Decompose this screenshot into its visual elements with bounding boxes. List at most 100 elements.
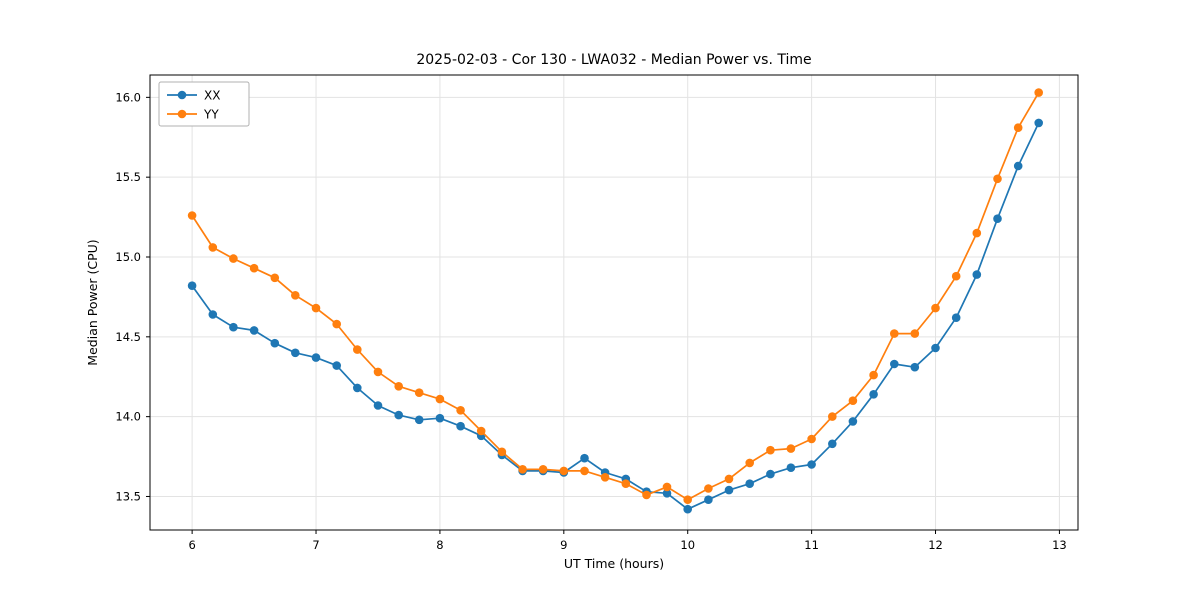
data-point-YY xyxy=(931,303,940,313)
data-point-YY xyxy=(869,370,878,380)
data-point-XX xyxy=(848,417,858,426)
data-point-YY xyxy=(766,445,775,455)
data-point-XX xyxy=(931,343,940,353)
data-point-XX xyxy=(766,469,775,479)
legend-label: YY xyxy=(203,108,219,122)
data-point-XX xyxy=(745,479,754,489)
data-point-YY xyxy=(972,228,982,238)
data-point-YY xyxy=(993,174,1002,184)
data-point-XX xyxy=(291,348,300,358)
data-point-YY xyxy=(291,291,300,300)
legend-label: XX xyxy=(204,89,220,103)
legend-marker-XX xyxy=(177,90,187,100)
data-point-YY xyxy=(187,211,197,220)
data-point-YY xyxy=(1013,123,1023,132)
x-tick-label: 6 xyxy=(188,538,195,552)
y-tick-label: 14.5 xyxy=(115,330,141,344)
data-point-YY xyxy=(456,406,465,415)
data-point-XX xyxy=(1013,161,1023,171)
data-point-XX xyxy=(951,313,961,323)
data-point-XX xyxy=(332,361,342,370)
data-point-XX xyxy=(972,270,982,279)
data-point-YY xyxy=(270,273,280,283)
data-point-YY xyxy=(394,382,404,391)
data-point-XX xyxy=(414,415,424,425)
legend: XX YY xyxy=(158,81,250,127)
data-point-YY xyxy=(311,303,321,313)
data-point-XX xyxy=(580,453,589,463)
x-tick-label: 8 xyxy=(436,538,443,552)
y-tick-label: 13.5 xyxy=(115,489,141,503)
data-point-XX xyxy=(993,214,1002,223)
data-point-YY xyxy=(497,447,507,457)
y-tick-label: 16.0 xyxy=(115,90,141,104)
data-point-XX xyxy=(724,485,734,495)
axes-border xyxy=(149,74,1079,531)
data-point-YY xyxy=(353,345,362,354)
data-point-YY xyxy=(621,479,631,489)
data-point-XX xyxy=(869,390,878,399)
data-point-YY xyxy=(600,473,610,482)
data-point-YY xyxy=(476,426,486,436)
data-point-XX xyxy=(662,489,672,498)
data-point-YY xyxy=(435,394,445,404)
data-point-XX xyxy=(890,359,899,369)
data-point-XX xyxy=(270,338,280,348)
y-axis-label: Median Power (CPU) xyxy=(85,239,100,365)
data-point-YY xyxy=(373,367,383,377)
data-point-XX xyxy=(187,281,197,291)
data-point-YY xyxy=(890,329,899,338)
data-point-YY xyxy=(229,254,238,263)
data-point-XX xyxy=(456,421,465,431)
data-point-XX xyxy=(394,410,404,420)
x-tick-label: 13 xyxy=(1052,538,1067,552)
data-point-YY xyxy=(683,495,692,505)
data-point-XX xyxy=(208,310,218,319)
data-point-YY xyxy=(208,243,218,252)
data-point-YY xyxy=(414,388,424,398)
x-tick-label: 10 xyxy=(680,538,695,552)
data-point-YY xyxy=(951,271,961,281)
data-point-YY xyxy=(807,434,816,444)
series-layer xyxy=(187,88,1043,514)
data-point-YY xyxy=(848,396,858,406)
data-point-XX xyxy=(786,463,796,473)
data-point-XX xyxy=(807,460,816,469)
x-tick-label: 11 xyxy=(804,538,819,552)
chart-title: 2025-02-03 - Cor 130 - LWA032 - Median P… xyxy=(416,52,811,68)
data-point-XX xyxy=(435,413,445,423)
data-point-YY xyxy=(538,465,548,474)
data-point-YY xyxy=(559,466,569,476)
series-line-YY xyxy=(191,92,1040,501)
x-axis-label: UT Time (hours) xyxy=(564,556,664,571)
data-point-YY xyxy=(724,474,734,484)
data-point-YY xyxy=(642,490,651,500)
data-point-YY xyxy=(332,319,342,329)
y-tick-label: 15.5 xyxy=(115,170,141,184)
y-tick-label: 15.0 xyxy=(115,250,141,264)
data-point-YY xyxy=(828,412,837,421)
grid-layer xyxy=(150,75,1078,530)
data-point-XX xyxy=(704,495,713,505)
data-point-YY xyxy=(518,465,527,474)
x-tick-label: 7 xyxy=(312,538,319,552)
data-point-YY xyxy=(910,329,920,338)
data-point-XX xyxy=(683,504,692,514)
y-tick-label: 14.0 xyxy=(115,410,141,424)
data-point-XX xyxy=(353,383,362,393)
series-line-XX xyxy=(191,122,1040,511)
data-point-YY xyxy=(786,444,796,453)
data-point-XX xyxy=(910,362,920,372)
data-point-YY xyxy=(662,482,672,492)
ticks-layer: 6 7 8 9 10 11 12 13 13.5 14.0 14.5 15.0 15.5 16.0 xyxy=(115,90,1066,552)
x-tick-label: 12 xyxy=(928,538,943,552)
data-point-XX xyxy=(311,353,321,362)
data-point-YY xyxy=(249,263,259,273)
legend-marker-YY xyxy=(177,109,187,119)
data-point-YY xyxy=(704,484,713,493)
data-point-XX xyxy=(828,439,837,449)
data-point-YY xyxy=(580,466,589,476)
data-point-XX xyxy=(373,401,383,410)
